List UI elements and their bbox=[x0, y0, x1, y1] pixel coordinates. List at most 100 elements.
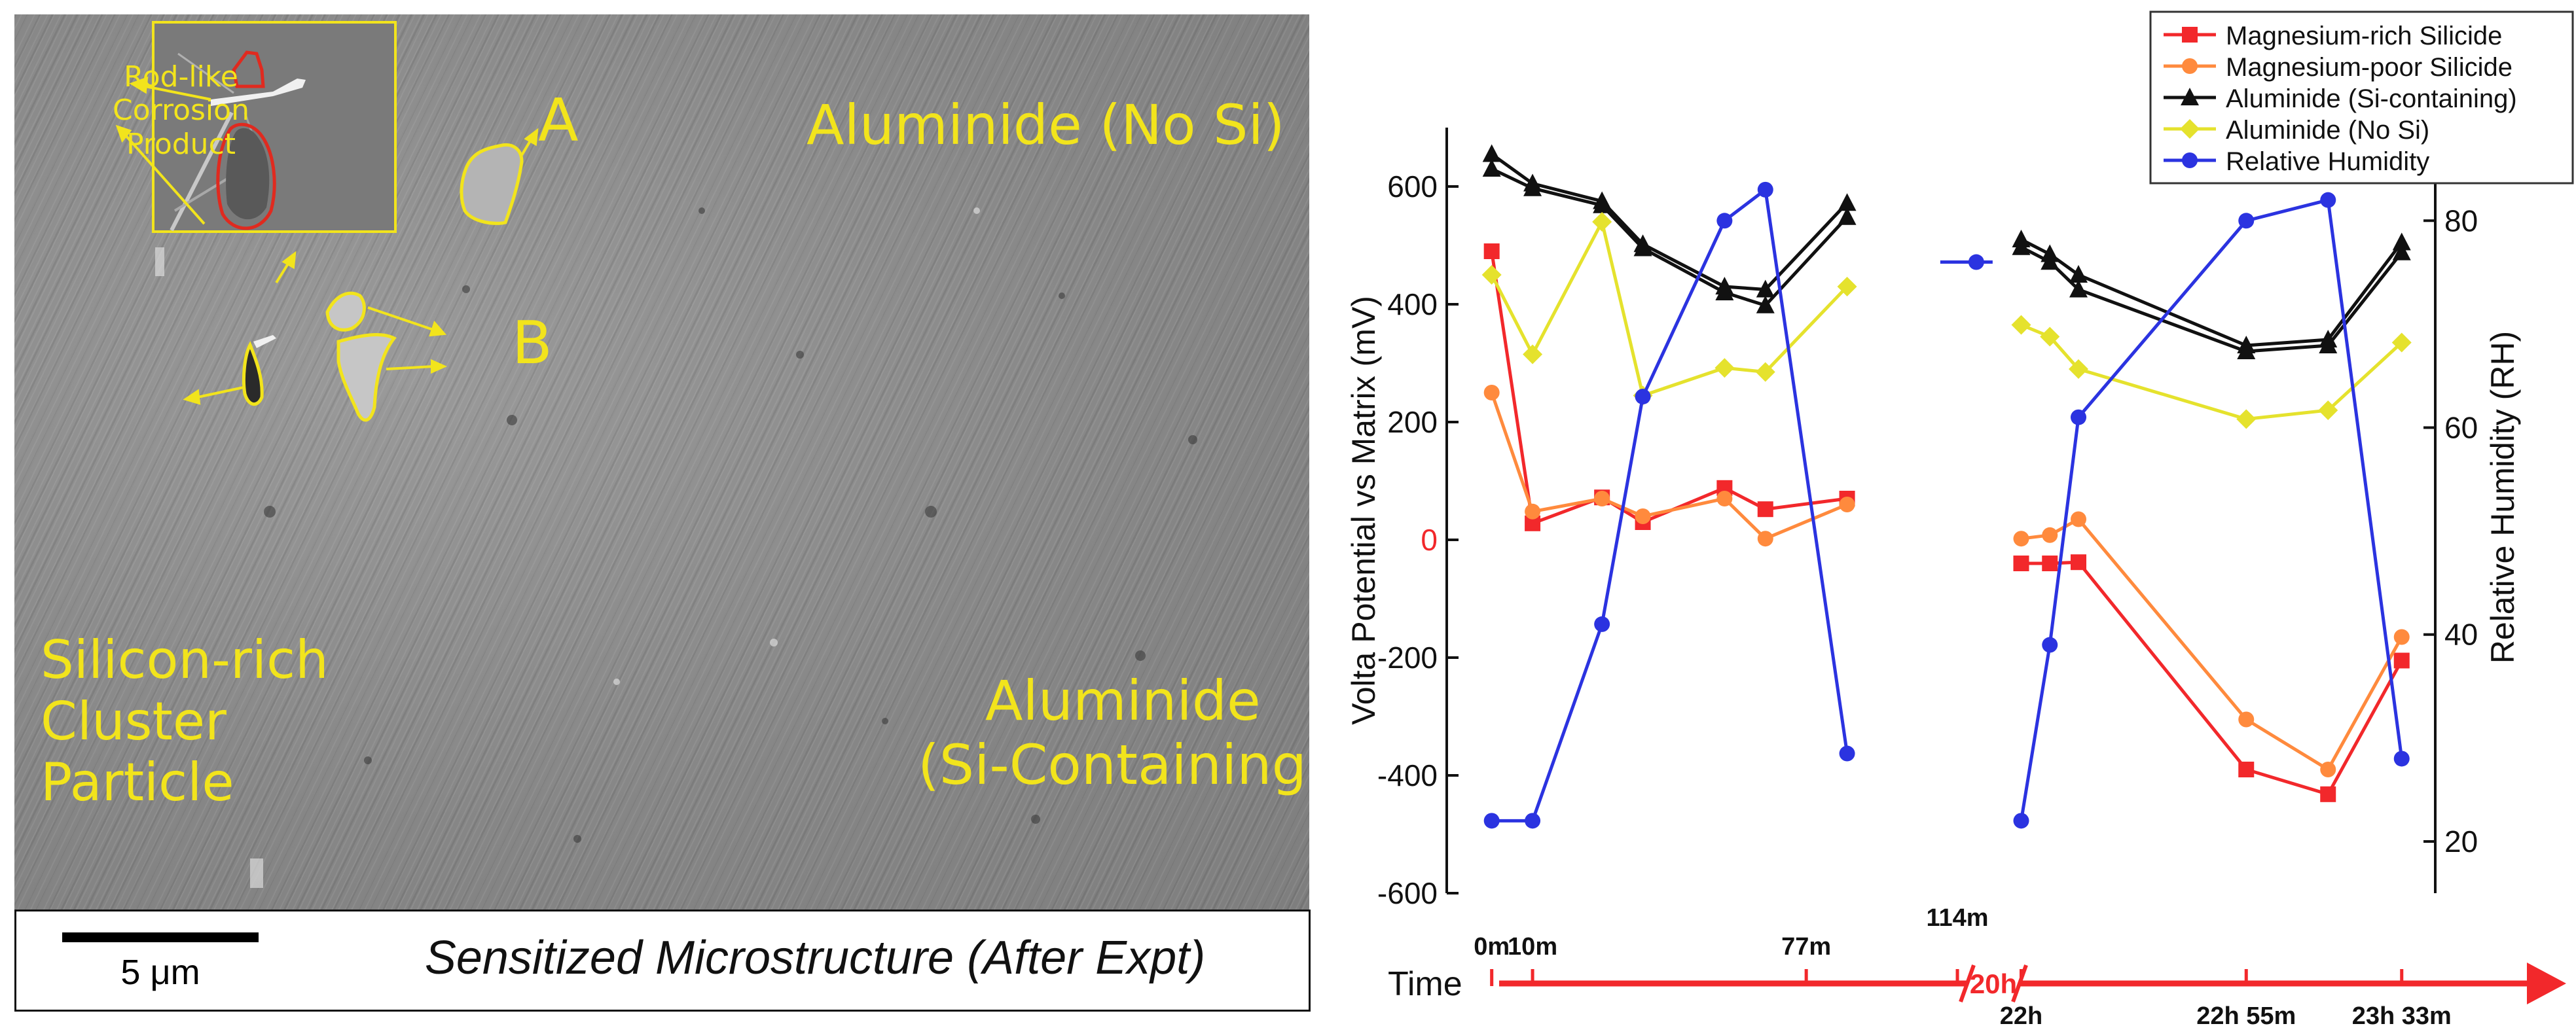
data-point bbox=[2013, 531, 2029, 547]
data-point bbox=[1592, 212, 1612, 232]
data-point bbox=[1755, 362, 1775, 382]
volta-potential-chart: -600 -400 -200 0 200 400 600 20 40 60 80 Volta Pote… bbox=[1345, 10, 2574, 1026]
annotation-arrows bbox=[115, 77, 539, 405]
y-tick-label: 600 bbox=[1387, 169, 1438, 203]
series bbox=[1481, 144, 2412, 829]
data-point bbox=[1839, 497, 1855, 512]
time-tick-label: 114m bbox=[1926, 904, 1988, 932]
aluminide-no-si-particle bbox=[460, 143, 524, 225]
data-point bbox=[1716, 213, 1733, 229]
data-point bbox=[1523, 344, 1543, 364]
axes: -600 -400 -200 0 200 400 600 20 40 60 80 Volta Pote… bbox=[1345, 128, 2521, 910]
data-point bbox=[2012, 237, 2031, 255]
data-point bbox=[1481, 265, 1502, 285]
legend-label: Aluminide (Si-containing) bbox=[2226, 84, 2517, 113]
time-label: Time bbox=[1388, 965, 1462, 1003]
data-point bbox=[2013, 556, 2029, 571]
data-point bbox=[1593, 195, 1612, 213]
data-point bbox=[2069, 359, 2088, 379]
data-point bbox=[1594, 616, 1610, 632]
data-point bbox=[1756, 295, 1775, 313]
data-point bbox=[2237, 342, 2256, 359]
series-line bbox=[2020, 238, 2403, 347]
time-tick-label: 77m bbox=[1781, 933, 1831, 961]
data-point bbox=[2069, 279, 2088, 298]
data-point bbox=[2042, 527, 2058, 543]
label-aluminide-no-si: Aluminide (No Si) bbox=[807, 93, 1285, 157]
break-mark-left bbox=[1959, 964, 1976, 1003]
data-point bbox=[2392, 232, 2411, 251]
rh-break-point bbox=[1968, 254, 1984, 270]
y2-axis-label: Relative Humidity (RH) bbox=[2484, 331, 2521, 663]
label-silicon-rich-cluster-particle: Silicon-rich Cluster Particle bbox=[41, 629, 329, 813]
data-point bbox=[2392, 242, 2411, 260]
series-relative-humidity bbox=[1483, 181, 2410, 829]
legend-marker bbox=[2182, 27, 2198, 43]
data-point bbox=[2071, 409, 2086, 425]
series-line bbox=[2020, 198, 2404, 821]
time-tick-label: 22h 55m bbox=[2196, 1002, 2296, 1026]
data-point bbox=[2393, 652, 2410, 669]
data-point bbox=[2236, 409, 2257, 429]
legend: Magnesium-rich Silicide Magnesium-poor Si… bbox=[2149, 10, 2574, 185]
series-line bbox=[1491, 167, 1849, 308]
data-point bbox=[1757, 531, 1773, 547]
data-point bbox=[2071, 511, 2086, 527]
y2-tick-label: 60 bbox=[2444, 411, 2478, 445]
data-point bbox=[1837, 277, 1857, 296]
data-point bbox=[2393, 751, 2410, 767]
data-point bbox=[1525, 503, 1541, 520]
data-point bbox=[2320, 786, 2336, 802]
label-point-b: B bbox=[512, 309, 553, 378]
particle-a-outline bbox=[232, 50, 265, 88]
data-point bbox=[2013, 813, 2029, 829]
caption-bar: 5 μm Sensitized Microstructure (After Ex… bbox=[14, 910, 1311, 1012]
y-axis-label: Volta Potential vs Matrix (mV) bbox=[1345, 296, 1382, 725]
legend-label: Magnesium-rich Silicide bbox=[2226, 22, 2502, 50]
figure-caption: Sensitized Microstructure (After Expt) bbox=[424, 932, 1206, 984]
legend-label: Aluminide (No Si) bbox=[2226, 116, 2429, 145]
legend-marker bbox=[2181, 88, 2199, 105]
series-magnesium-poor-silicide bbox=[1483, 385, 2410, 777]
legend-marker bbox=[2180, 119, 2200, 139]
aluminide-si-particle-1 bbox=[325, 291, 366, 332]
y2-tick-label: 40 bbox=[2444, 618, 2478, 652]
y-tick-label: 200 bbox=[1387, 405, 1438, 439]
legend-label: Relative Humidity bbox=[2226, 147, 2429, 176]
data-point bbox=[2318, 400, 2338, 420]
data-point bbox=[2238, 762, 2255, 777]
label-point-a: A bbox=[538, 86, 579, 155]
data-point bbox=[1633, 238, 1652, 256]
scale-bar bbox=[62, 932, 259, 942]
data-point bbox=[1525, 813, 1541, 829]
data-point bbox=[1483, 243, 1500, 259]
time-tick-label: 0m bbox=[1474, 933, 1510, 961]
legend-marker bbox=[2182, 58, 2198, 74]
sem-micrograph: Rod-like Corrosion Product A B Aluminide… bbox=[14, 14, 1309, 910]
data-point bbox=[1482, 144, 1501, 162]
break-label: 20h bbox=[1970, 968, 2017, 999]
light-specks bbox=[155, 207, 980, 888]
scale-bar-label: 5 μm bbox=[120, 953, 200, 992]
data-point bbox=[2319, 336, 2338, 353]
time-tick-label: 22h bbox=[2000, 1002, 2042, 1026]
time-tick-label: 10m bbox=[1508, 933, 1557, 961]
data-point bbox=[2042, 637, 2058, 653]
rod-secondary bbox=[253, 335, 276, 348]
data-point bbox=[2320, 192, 2336, 208]
aluminide-si-particle-2 bbox=[336, 333, 397, 422]
particle-b-outline bbox=[216, 122, 276, 230]
data-point bbox=[1483, 813, 1500, 829]
data-point bbox=[1757, 181, 1773, 198]
data-point bbox=[1716, 491, 1733, 506]
series-line bbox=[1491, 152, 1849, 292]
series-line bbox=[1490, 217, 1849, 398]
data-point bbox=[1635, 508, 1651, 524]
data-point bbox=[2071, 554, 2086, 571]
y-tick-label: -600 bbox=[1377, 876, 1438, 910]
data-point bbox=[1483, 385, 1500, 400]
time-tick-label: 23h 33m bbox=[2352, 1002, 2452, 1026]
y2-tick-label: 80 bbox=[2444, 203, 2478, 238]
